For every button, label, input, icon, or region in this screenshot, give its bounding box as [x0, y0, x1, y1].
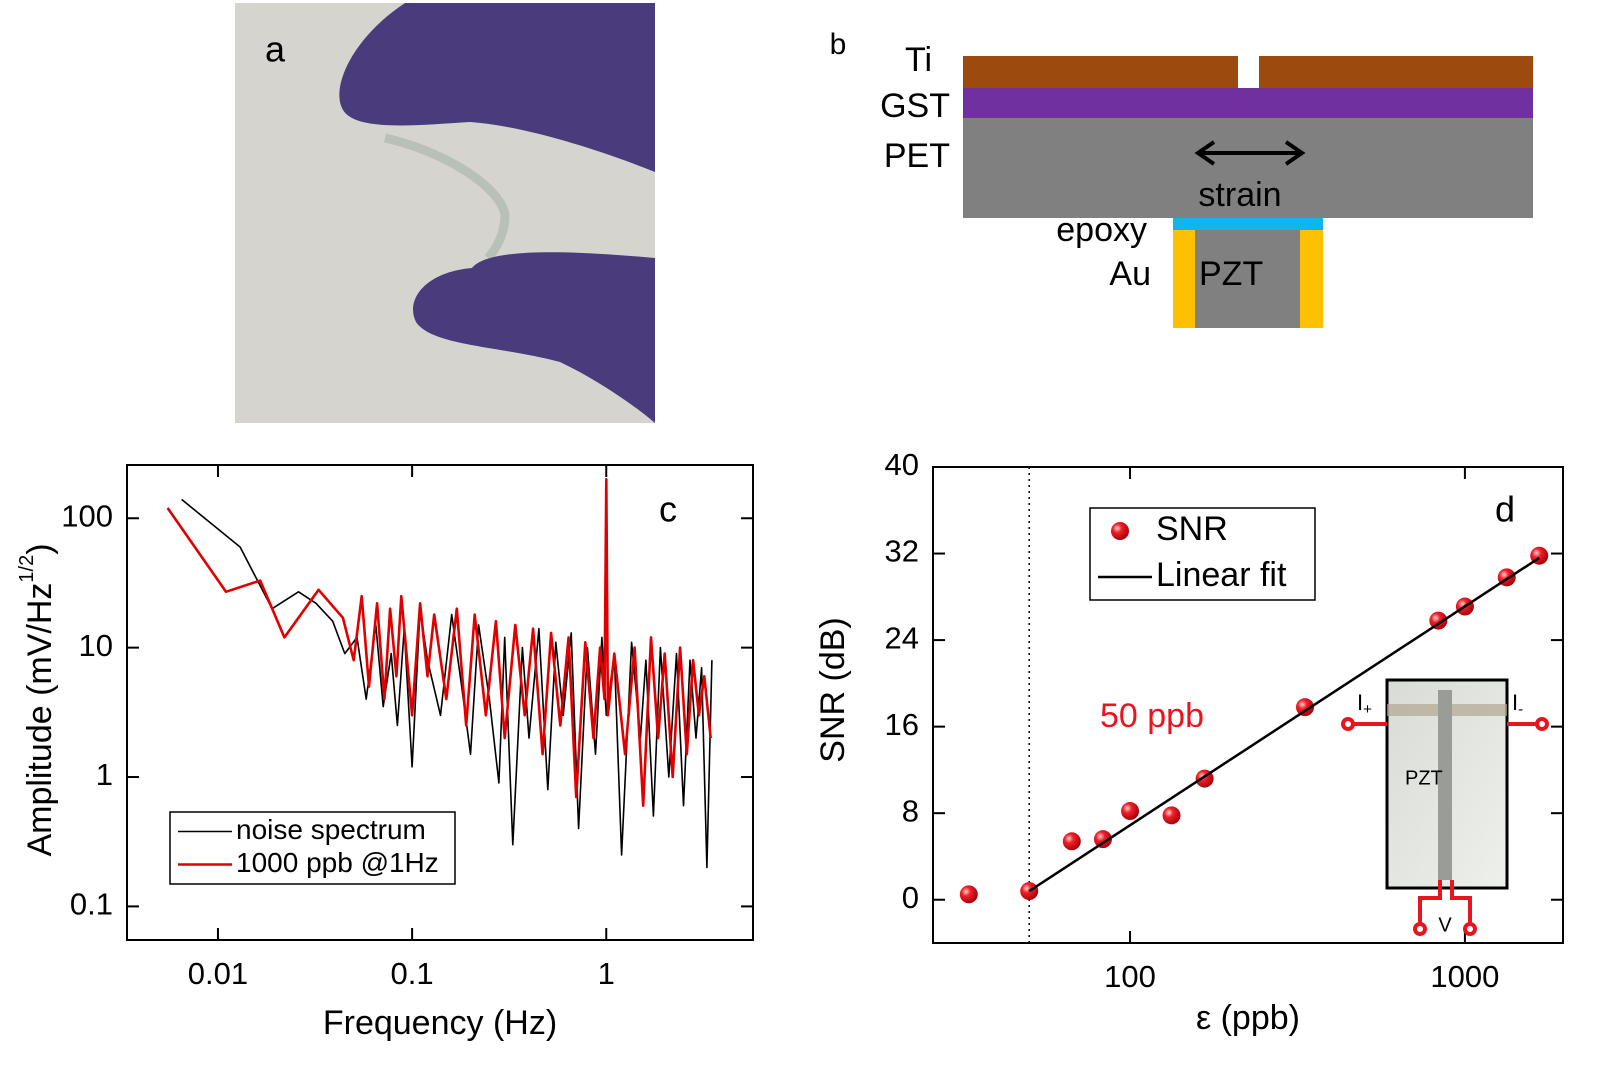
- layer-label: GST: [880, 87, 950, 125]
- legend-box: [169, 811, 456, 885]
- chart: 0.01 0.1 1 0.1 1 10 100 c Frequency (Hz) Amplitud…: [16, 464, 754, 1042]
- y-tick-label: 10: [79, 628, 113, 663]
- y-axis-label-superscript: 1/2: [16, 555, 38, 583]
- y-tick-label: 0: [902, 880, 919, 915]
- y-tick-label: 16: [885, 707, 919, 742]
- y-tick-label: 100: [61, 498, 113, 533]
- pzt-block: [1195, 230, 1300, 328]
- ti-layer: [963, 56, 1238, 89]
- legend-label: Linear fit: [1156, 556, 1287, 594]
- legend-label: noise spectrum: [236, 814, 426, 845]
- legend-box: [1089, 507, 1316, 601]
- photo-panel: a: [235, 3, 655, 423]
- glove-bottom: [413, 252, 655, 423]
- data-point: [1062, 832, 1081, 851]
- arrow-label: strain: [1198, 176, 1281, 214]
- epoxy-layer: [1173, 218, 1323, 230]
- gst-layer: [963, 88, 1533, 119]
- panel-label: b: [830, 28, 847, 61]
- data-point: [1121, 802, 1140, 821]
- panel-label: a: [265, 29, 286, 70]
- inset-label: I-: [1512, 690, 1523, 718]
- inset: I+ I- PZT V: [1341, 678, 1549, 936]
- y-axis-label-text: Amplitude (mV/Hz: [21, 583, 59, 857]
- au-electrode: [1300, 230, 1323, 328]
- panel-label: c: [659, 489, 677, 530]
- data-point: [959, 885, 978, 904]
- layer-label: Ti: [905, 41, 932, 79]
- x-tick-label: 0.01: [188, 956, 248, 991]
- plot-frame: [932, 466, 1564, 944]
- x-tick-label: 1000: [1430, 959, 1499, 994]
- x-axis-label: ε (ppb): [1196, 999, 1300, 1037]
- y-axis-label: SNR (dB): [814, 617, 852, 762]
- y-tick-label: 8: [902, 793, 919, 828]
- inset-label: PZT: [1405, 767, 1443, 789]
- inset-label: V: [1438, 914, 1452, 936]
- y-axis-label-suffix: ): [21, 543, 59, 554]
- pet-layer: [963, 118, 1533, 218]
- plot-frame: [126, 464, 754, 941]
- reference-label: 50 ppb: [1100, 697, 1204, 735]
- x-axis-label: Frequency (Hz): [323, 1004, 557, 1042]
- data-point: [1429, 611, 1448, 630]
- legend-label: 1000 ppb @1Hz: [236, 847, 439, 878]
- y-tick-label: 1: [96, 757, 113, 792]
- y-tick-label: 24: [885, 620, 919, 655]
- flexible-film: [384, 133, 510, 261]
- diagram-panel: b Ti GST PET epoxy Au PZT strain: [830, 28, 1533, 328]
- chart: 100 1000 0 8 16 24 32 40 50 ppb d ε (ppb) SNR (dB) S…: [814, 447, 1564, 1037]
- layer-label: PZT: [1199, 255, 1263, 293]
- x-tick-label: 100: [1104, 959, 1156, 994]
- data-point: [1093, 830, 1112, 849]
- ti-layer: [1259, 56, 1533, 89]
- y-tick-label: 32: [885, 534, 919, 569]
- inset-wires: [1341, 717, 1549, 936]
- data-line: [166, 478, 712, 807]
- layer-label: PET: [884, 137, 950, 175]
- y-axis-label: Amplitude (mV/Hz1/2): [16, 543, 59, 856]
- legend-swatch: [1111, 522, 1129, 540]
- strain-arrow: [1194, 140, 1306, 166]
- y-tick-label: 0.1: [70, 887, 113, 922]
- legend-label: SNR: [1156, 510, 1228, 548]
- inset-label: I+: [1357, 690, 1372, 718]
- y-tick-label: 40: [885, 447, 919, 482]
- au-electrode: [1173, 230, 1195, 328]
- glove-top: [339, 3, 655, 172]
- x-tick-label: 0.1: [391, 956, 434, 991]
- panel-label: d: [1495, 489, 1515, 530]
- data-line: [1028, 556, 1540, 893]
- layer-label: Au: [1109, 255, 1151, 293]
- pzt-strip: [1438, 690, 1452, 880]
- data-point: [1295, 698, 1314, 717]
- layer-label: epoxy: [1056, 211, 1147, 249]
- data-point: [1162, 806, 1181, 825]
- x-tick-label: 1: [598, 956, 615, 991]
